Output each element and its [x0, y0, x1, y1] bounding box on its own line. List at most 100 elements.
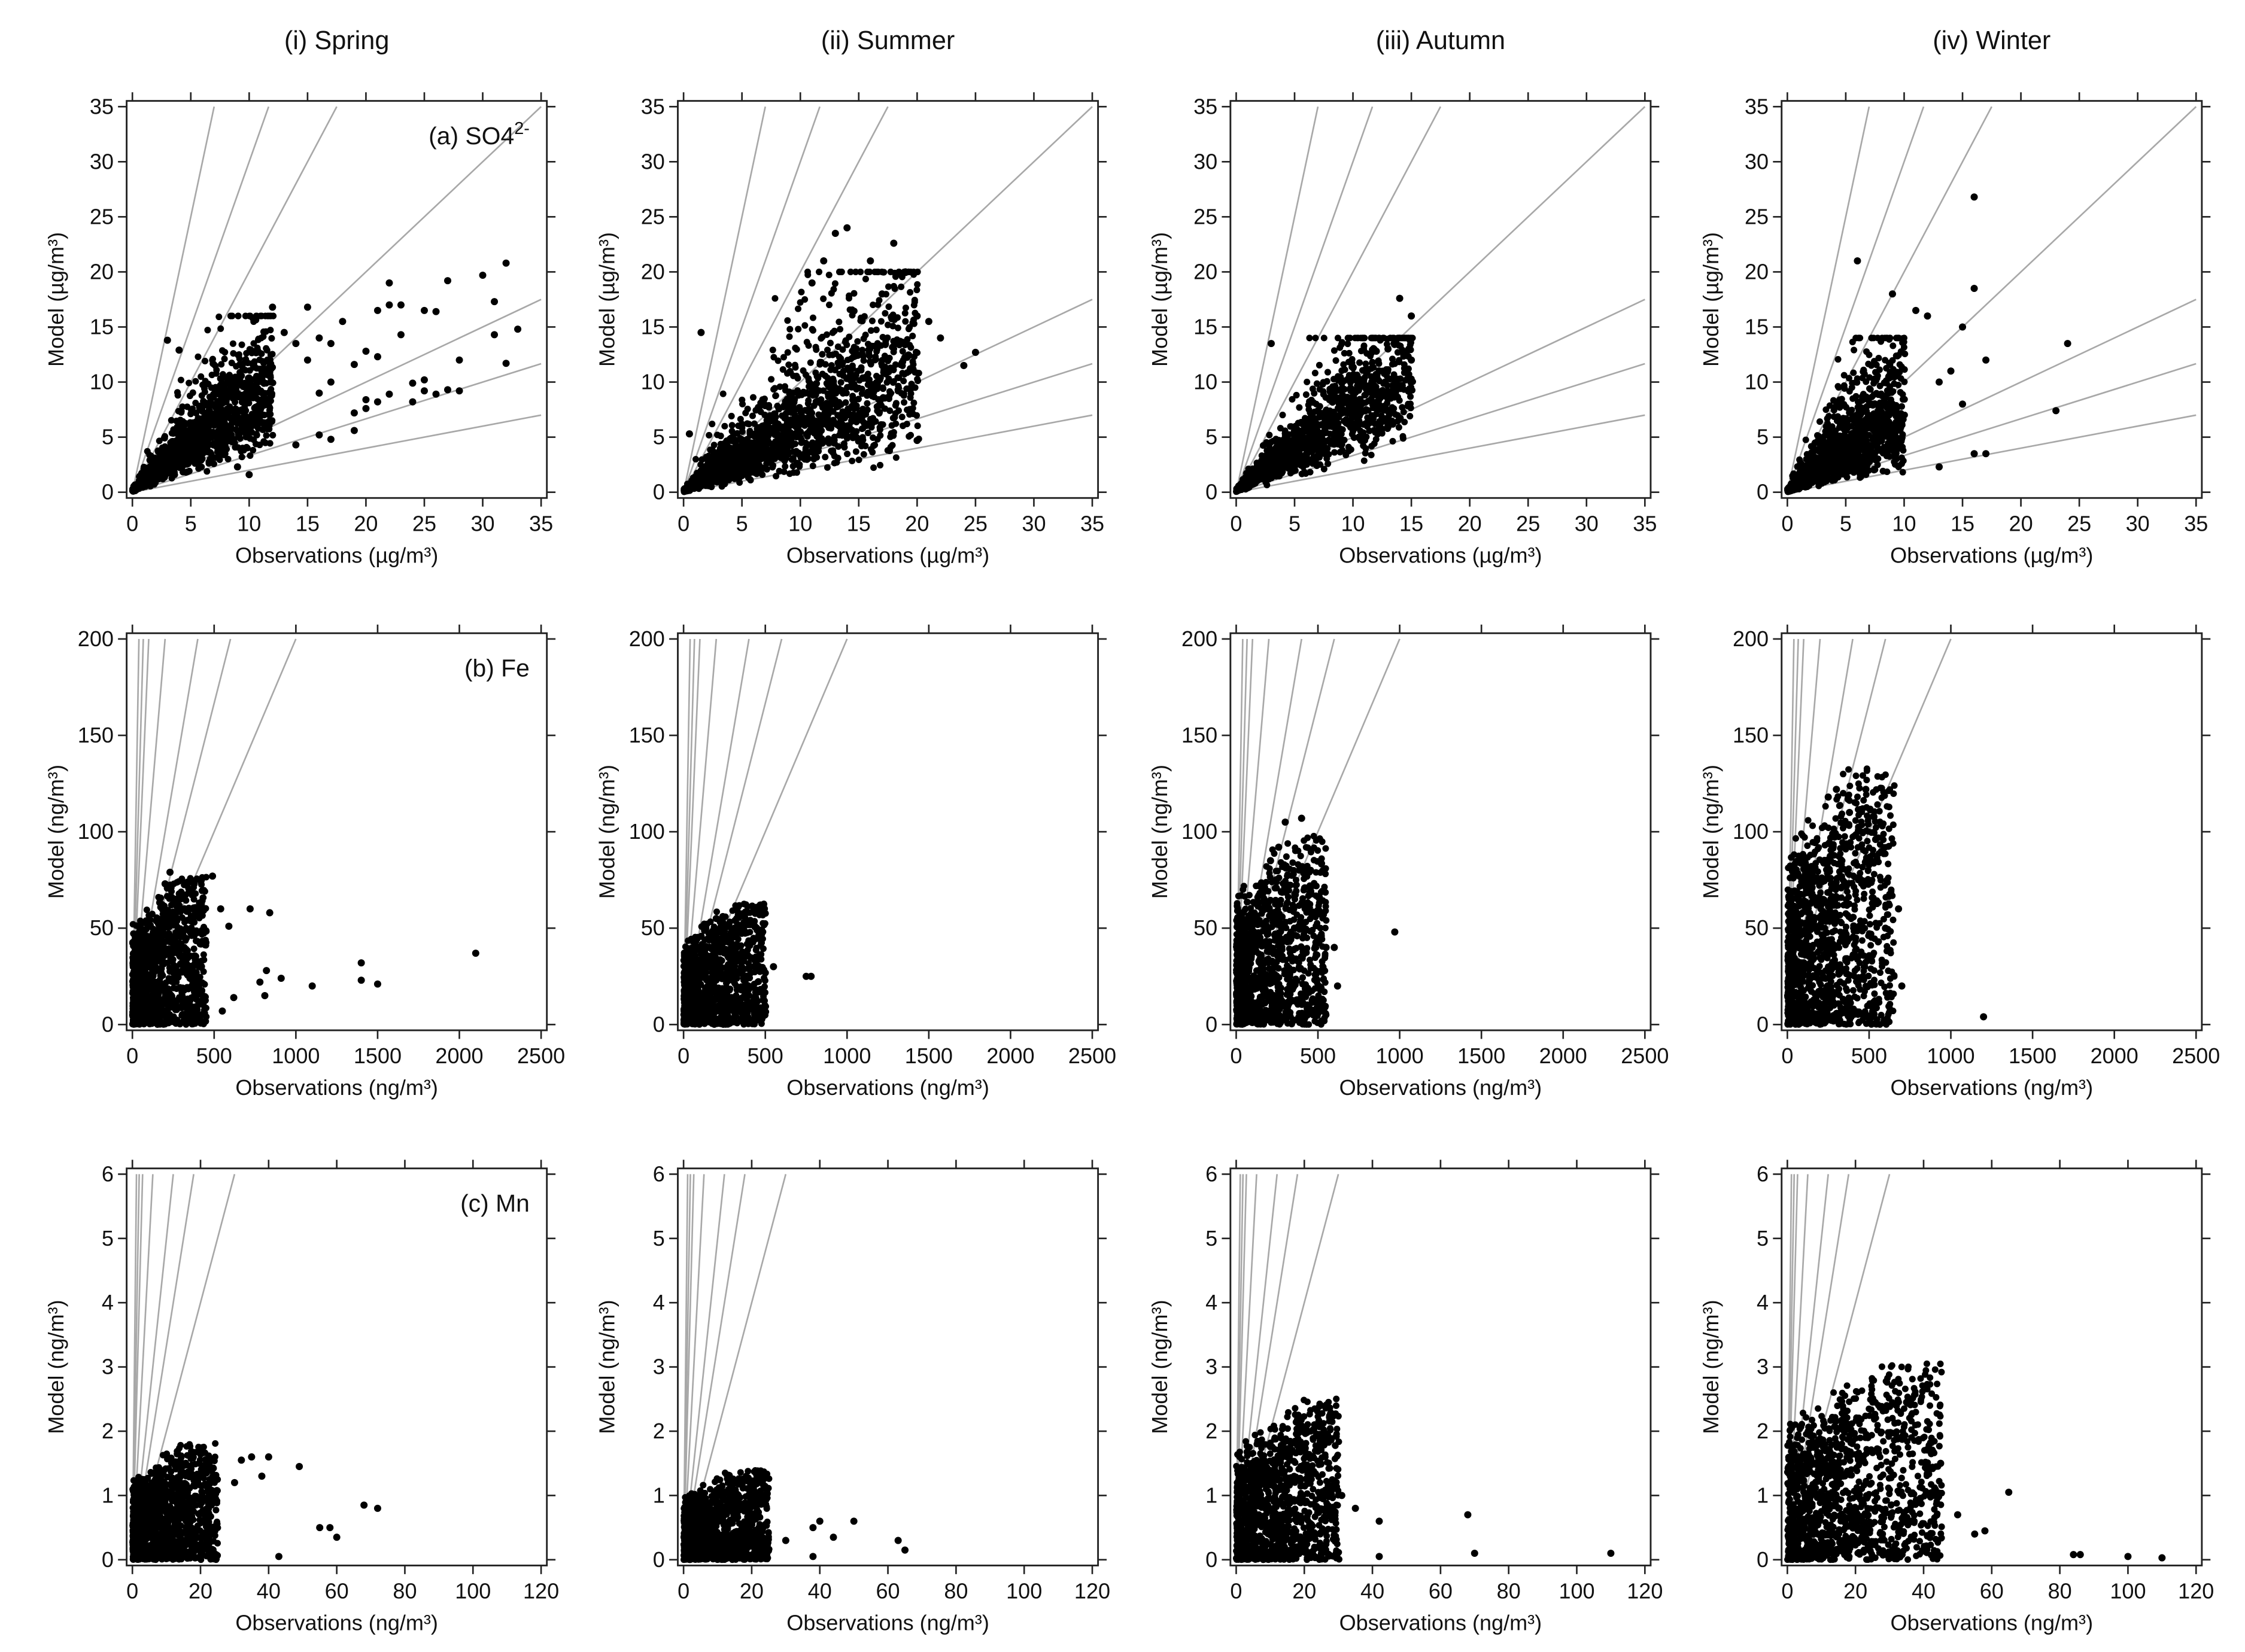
data-point: [216, 456, 223, 463]
y-axis-title: Model (µg/m³): [595, 232, 619, 367]
data-point: [210, 394, 217, 401]
data-point: [200, 385, 208, 393]
data-point: [839, 359, 846, 366]
data-point: [144, 448, 151, 455]
data-point: [779, 366, 786, 373]
data-point: [789, 455, 797, 462]
x-tick-label: 5: [185, 512, 197, 536]
reference-line-2: [1235, 106, 1442, 493]
data-point: [1389, 421, 1396, 428]
data-point: [177, 376, 184, 384]
data-point: [1389, 404, 1396, 411]
data-point: [723, 471, 730, 479]
data-point: [1298, 444, 1305, 451]
data-point: [885, 303, 892, 311]
data-point: [140, 463, 147, 471]
data-point: [254, 336, 262, 343]
data-point: [807, 406, 814, 413]
data-point: [212, 404, 219, 411]
data-point: [303, 303, 311, 311]
data-point: [841, 415, 849, 422]
data-point: [891, 285, 898, 292]
data-point: [697, 328, 705, 336]
data-point: [1350, 370, 1357, 378]
data-point: [1363, 350, 1371, 357]
data-point: [890, 239, 898, 247]
data-point: [183, 469, 190, 476]
data-point: [786, 333, 793, 340]
data-point: [901, 341, 909, 349]
data-point: [830, 378, 837, 385]
data-point: [1399, 404, 1406, 411]
data-point: [1268, 439, 1275, 446]
data-point: [721, 422, 728, 430]
data-point: [769, 346, 776, 354]
data-point: [788, 391, 795, 398]
data-point: [241, 403, 248, 410]
data-point: [232, 444, 239, 451]
data-point: [269, 431, 277, 439]
data-point: [1296, 461, 1304, 468]
data-point: [870, 464, 877, 471]
data-point: [729, 460, 736, 467]
data-point: [857, 268, 864, 275]
data-point: [173, 418, 180, 425]
data-point: [716, 465, 724, 472]
x-axis-title: Observations (µg/m³): [235, 543, 438, 567]
data-point: [1407, 346, 1414, 354]
data-point: [846, 405, 853, 412]
data-point: [856, 377, 863, 384]
data-point: [238, 454, 245, 461]
data-point: [268, 390, 276, 397]
data-point: [268, 334, 275, 342]
data-point: [805, 342, 812, 349]
data-point: [734, 443, 741, 450]
data-point: [849, 434, 856, 442]
data-point: [768, 376, 775, 383]
data-point: [874, 385, 881, 393]
data-point: [824, 464, 831, 471]
data-point: [831, 452, 838, 460]
data-point: [874, 381, 881, 388]
data-point: [1378, 430, 1386, 437]
data-point: [745, 421, 752, 428]
data-point: [420, 387, 428, 395]
data-point: [780, 354, 787, 361]
data-point: [163, 336, 171, 344]
data-point: [193, 410, 200, 417]
data-point: [887, 268, 894, 275]
data-point: [882, 405, 889, 412]
data-point: [909, 320, 916, 327]
data-point: [870, 301, 877, 309]
data-point: [835, 443, 842, 450]
data-point: [885, 375, 892, 382]
data-point: [848, 417, 855, 424]
data-point: [742, 458, 749, 465]
data-point: [884, 321, 892, 328]
data-point: [248, 428, 256, 436]
data-point: [256, 442, 263, 449]
data-point: [781, 457, 788, 464]
data-point: [843, 430, 850, 437]
data-point: [187, 458, 194, 465]
data-point: [877, 374, 884, 381]
data-point: [139, 476, 147, 483]
data-point: [226, 380, 233, 387]
data-point: [770, 452, 778, 459]
data-point: [892, 361, 899, 368]
data-point: [202, 378, 209, 385]
data-point: [854, 352, 861, 359]
data-point: [888, 314, 895, 321]
data-point: [1368, 443, 1375, 450]
data-point: [834, 421, 841, 428]
data-point: [1320, 334, 1327, 342]
data-point: [860, 451, 867, 458]
y-tick-label: 5: [102, 425, 114, 449]
data-point: [1362, 391, 1369, 398]
data-point: [824, 381, 831, 388]
data-point: [292, 340, 300, 348]
data-point: [226, 403, 233, 410]
data-point: [808, 279, 816, 287]
data-point: [266, 312, 274, 320]
data-point: [165, 464, 172, 471]
